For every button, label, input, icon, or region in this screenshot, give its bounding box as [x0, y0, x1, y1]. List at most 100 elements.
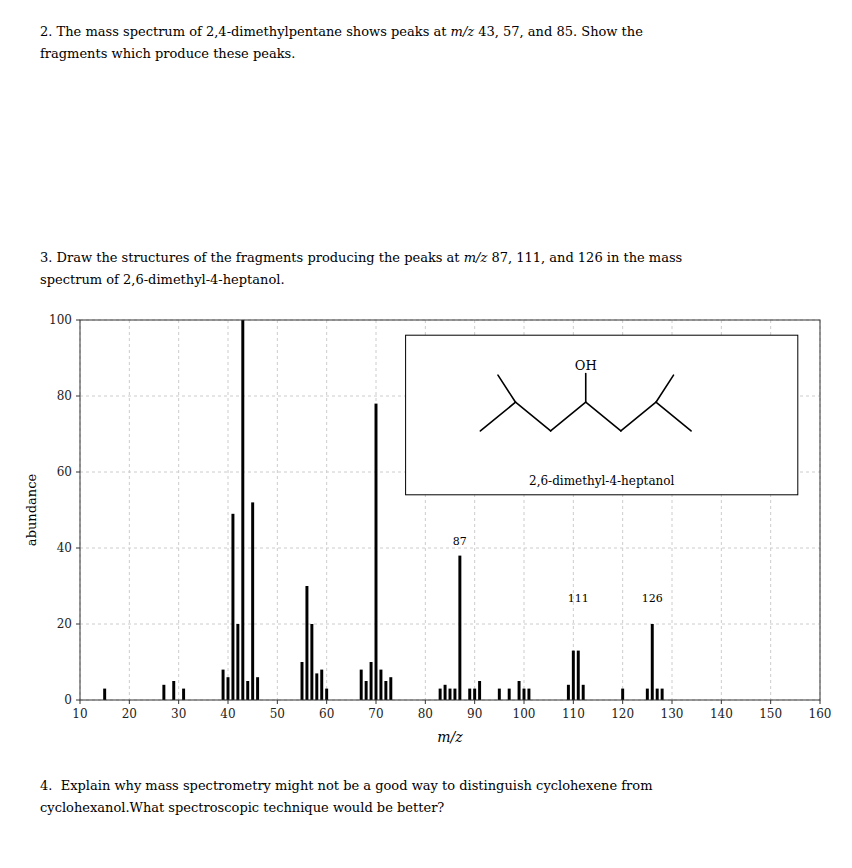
tick-label: 70 — [368, 707, 383, 721]
bar — [527, 689, 530, 700]
bar — [468, 689, 471, 700]
bar — [518, 681, 521, 700]
bar — [567, 685, 570, 700]
bar — [251, 502, 254, 700]
tick-label: 150 — [759, 707, 782, 721]
grid-line — [228, 320, 229, 700]
question-text: 4. Explain why mass spectrometry might n… — [40, 778, 652, 793]
bar — [305, 586, 308, 700]
peak-label: 87 — [453, 535, 467, 548]
question-line: 3. Draw the structures of the fragments … — [40, 250, 682, 265]
bar — [444, 685, 447, 700]
grid-line — [376, 320, 377, 700]
bar — [320, 670, 323, 700]
grid-line — [80, 548, 820, 549]
question: 3. Draw the structures of the fragments … — [40, 250, 682, 287]
tick — [76, 396, 80, 397]
bar — [370, 662, 373, 700]
tick — [721, 700, 722, 704]
page: 2. The mass spectrum of 2,4-dimethylpent… — [0, 0, 852, 868]
tick-label: 140 — [710, 707, 733, 721]
bond — [480, 402, 515, 431]
bar — [478, 681, 481, 700]
tick — [770, 700, 771, 704]
grid-line — [129, 320, 130, 700]
bar — [241, 320, 244, 700]
bar — [439, 689, 442, 700]
bar — [661, 689, 664, 700]
bar — [379, 670, 382, 700]
tick-label: 100 — [49, 313, 72, 327]
tick-label: 50 — [270, 707, 285, 721]
tick-label: 10 — [72, 707, 87, 721]
x-axis: 102030405060708090100110120130140150160m… — [72, 700, 831, 745]
grid — [80, 320, 820, 700]
question: 2. The mass spectrum of 2,4-dimethylpent… — [40, 24, 643, 61]
tick — [425, 700, 426, 704]
bar — [498, 689, 501, 700]
bar — [325, 689, 328, 700]
tick-label: 20 — [57, 617, 72, 631]
question-line: 4. Explain why mass spectrometry might n… — [40, 778, 652, 793]
peak-label: 111 — [568, 592, 589, 605]
bar — [473, 689, 476, 700]
bar — [236, 624, 239, 700]
bar — [384, 681, 387, 700]
y-axis-label: abundance — [24, 474, 39, 547]
bar — [256, 677, 259, 700]
bar — [508, 689, 511, 700]
tick — [672, 700, 673, 704]
tick — [76, 700, 80, 701]
grid-line — [277, 320, 278, 700]
annotations: 87 111 126 — [453, 535, 663, 605]
bar — [656, 689, 659, 700]
question-text: 3. Draw the structures of the fragments … — [40, 250, 464, 265]
peak-label: 126 — [642, 592, 663, 605]
bar — [162, 685, 165, 700]
bond — [656, 375, 674, 402]
inset: OH2,6-dimethyl-4-heptanol — [406, 335, 798, 495]
question-text: m/z — [464, 250, 488, 265]
bar — [389, 677, 392, 700]
bar — [646, 689, 649, 700]
question-line: cyclohexanol.What spectroscopic techniqu… — [40, 800, 444, 815]
background — [0, 0, 852, 868]
tick — [524, 700, 525, 704]
tick — [820, 700, 821, 704]
bond — [498, 375, 516, 402]
tick — [80, 700, 81, 704]
bar — [301, 662, 304, 700]
tick — [474, 700, 475, 704]
bond — [621, 402, 656, 431]
bond — [586, 402, 621, 431]
tick — [573, 700, 574, 704]
bar — [458, 556, 461, 700]
question-text: m/z — [451, 24, 475, 39]
bond — [656, 402, 691, 431]
bar — [315, 673, 318, 700]
tick-label: 60 — [57, 465, 72, 479]
bar — [310, 624, 313, 700]
bar — [103, 689, 106, 700]
tick-label: 100 — [513, 707, 536, 721]
tick — [76, 320, 80, 321]
bond — [516, 402, 551, 431]
grid-line — [178, 320, 179, 700]
tick-label: 90 — [467, 707, 482, 721]
tick — [76, 548, 80, 549]
tick-label: 120 — [611, 707, 634, 721]
substituent-label: OH — [575, 358, 597, 373]
bar — [231, 514, 234, 700]
tick — [76, 472, 80, 473]
tick-label: 20 — [122, 707, 137, 721]
question-text: 2. The mass spectrum of 2,4-dimethylpent… — [40, 24, 451, 39]
question-text: 43, 57, and 85. Show the — [474, 24, 643, 39]
tick-label: 110 — [562, 707, 585, 721]
inset-box — [406, 335, 798, 495]
tick — [622, 700, 623, 704]
grid-line — [80, 624, 820, 625]
bar — [360, 670, 363, 700]
x-axis-label: m/z — [437, 729, 463, 745]
bar — [227, 677, 230, 700]
question: 4. Explain why mass spectrometry might n… — [40, 778, 652, 815]
